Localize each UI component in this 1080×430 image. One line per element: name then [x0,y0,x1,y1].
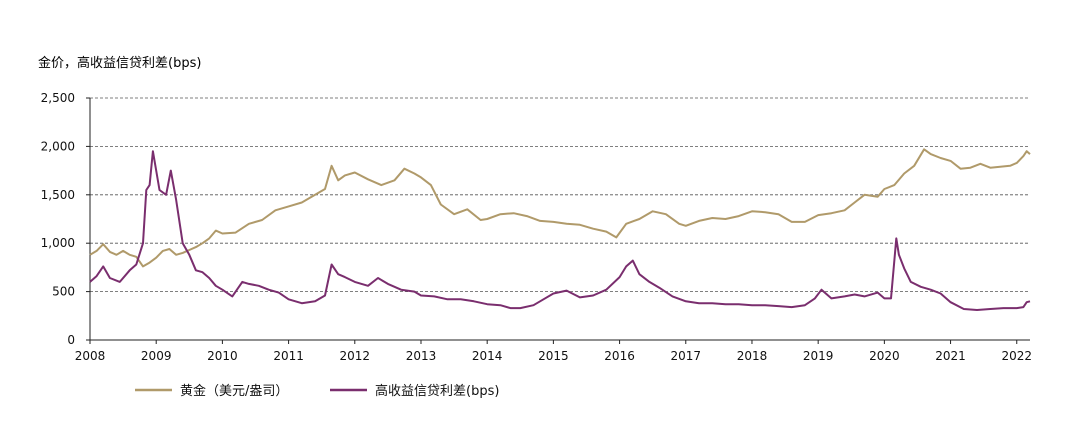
x-tick-label: 2011 [273,349,304,363]
y-tick-label: 500 [52,285,75,299]
x-tick-label: 2020 [869,349,900,363]
x-tick-label: 2018 [737,349,768,363]
y-tick-label: 0 [67,333,75,347]
x-tick-label: 2010 [207,349,238,363]
y-tick-label: 2,000 [41,139,75,153]
x-tick-label: 2019 [803,349,834,363]
x-tick-label: 2022 [1001,349,1032,363]
x-tick-label: 2012 [340,349,371,363]
series-lines [89,148,1031,311]
y-axis-title: 金价，高收益信贷利差(bps) [38,55,201,71]
legend: 黄金（美元/盎司） 高收益信贷利差(bps) [135,383,499,399]
x-tick-label: 2021 [935,349,966,363]
gridlines [90,97,1030,293]
x-tick-label: 2013 [406,349,437,363]
legend-label-gold: 黄金（美元/盎司） [180,383,288,399]
legend-label-spread: 高收益信贷利差(bps) [375,383,499,399]
y-tick-label: 2,500 [41,91,75,105]
x-tick-label: 2009 [141,349,172,363]
series-line-gold [89,148,1031,268]
x-tick-label: 2014 [472,349,503,363]
series-line-spread [89,150,1031,311]
y-tick-label: 1,000 [41,236,75,250]
y-tick-label: 1,500 [41,188,75,202]
x-tick-label: 2015 [538,349,569,363]
x-tick-label: 2017 [671,349,702,363]
x-tick-label: 2016 [604,349,635,363]
x-axis-ticks: 2008 2009 2010 2011 2012 2013 2014 2015 2016 2017… [75,340,1032,363]
y-axis-ticks: 0 500 1,000 1,500 2,000 2,500 [41,91,90,347]
x-tick-label: 2008 [75,349,106,363]
